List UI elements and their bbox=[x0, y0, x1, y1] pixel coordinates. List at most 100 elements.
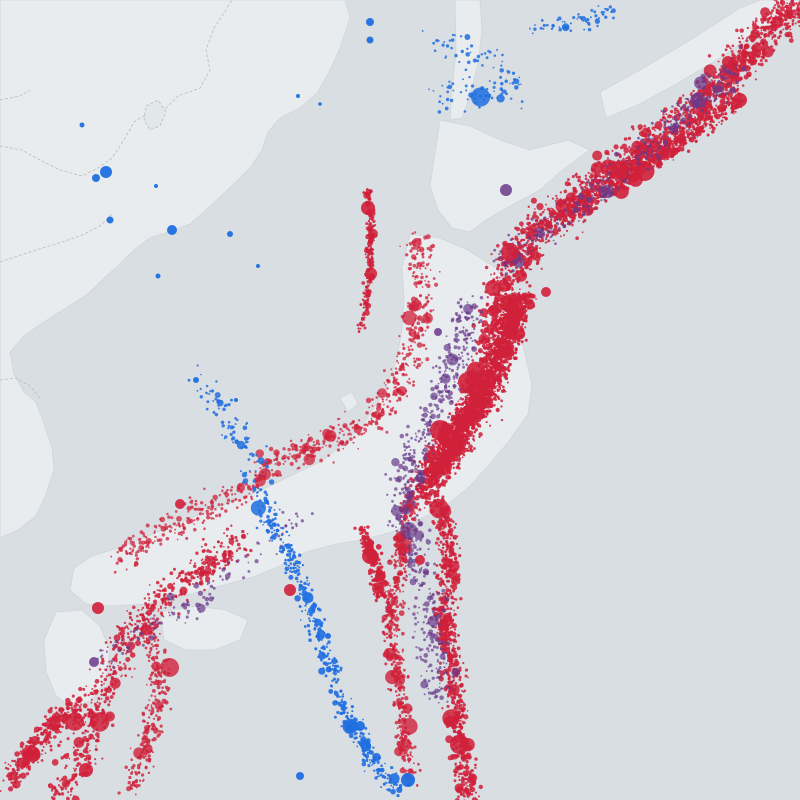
earthquake-point[interactable] bbox=[469, 448, 474, 453]
earthquake-point[interactable] bbox=[486, 312, 489, 315]
earthquake-point[interactable] bbox=[719, 98, 726, 105]
earthquake-point[interactable] bbox=[761, 55, 766, 60]
earthquake-point[interactable] bbox=[434, 541, 439, 545]
earthquake-point[interactable] bbox=[479, 404, 482, 407]
earthquake-point[interactable] bbox=[754, 78, 757, 81]
earthquake-point[interactable] bbox=[497, 382, 500, 385]
earthquake-point[interactable] bbox=[709, 120, 712, 123]
earthquake-point[interactable] bbox=[493, 352, 499, 357]
earthquake-point[interactable] bbox=[698, 129, 703, 133]
earthquake-point[interactable] bbox=[630, 125, 635, 129]
earthquake-point[interactable] bbox=[672, 147, 675, 150]
earthquake-point[interactable] bbox=[688, 136, 695, 143]
earthquake-point[interactable] bbox=[775, 1, 780, 5]
earthquake-point[interactable] bbox=[698, 110, 701, 114]
earthquake-point[interactable] bbox=[455, 745, 458, 748]
earthquake-point[interactable] bbox=[513, 340, 517, 344]
earthquake-point[interactable] bbox=[578, 183, 582, 187]
earthquake-point[interactable] bbox=[490, 362, 494, 366]
earthquake-point[interactable] bbox=[796, 16, 798, 19]
earthquake-point[interactable] bbox=[636, 168, 640, 172]
earthquake-point[interactable] bbox=[704, 124, 707, 126]
earthquake-point[interactable] bbox=[536, 202, 544, 211]
earthquake-point[interactable] bbox=[791, 23, 794, 26]
earthquake-point[interactable] bbox=[496, 244, 500, 248]
earthquake-point[interactable] bbox=[539, 212, 543, 216]
earthquake-point[interactable] bbox=[703, 111, 705, 114]
earthquake-point[interactable] bbox=[497, 334, 500, 338]
earthquake-point[interactable] bbox=[469, 423, 473, 427]
earthquake-point[interactable] bbox=[450, 552, 453, 555]
earthquake-point[interactable] bbox=[631, 156, 634, 159]
earthquake-point[interactable] bbox=[760, 29, 763, 32]
earthquake-point[interactable] bbox=[482, 282, 486, 286]
earthquake-point[interactable] bbox=[509, 308, 514, 313]
earthquake-point[interactable] bbox=[713, 107, 716, 111]
earthquake-point[interactable] bbox=[681, 138, 686, 142]
earthquake-point[interactable] bbox=[675, 143, 678, 147]
earthquake-point[interactable] bbox=[482, 356, 487, 361]
earthquake-point[interactable] bbox=[489, 353, 493, 357]
earthquake-point[interactable] bbox=[542, 253, 545, 257]
earthquake-point[interactable] bbox=[547, 217, 549, 220]
earthquake-point[interactable] bbox=[485, 338, 491, 344]
earthquake-point[interactable] bbox=[782, 28, 785, 31]
earthquake-point[interactable] bbox=[479, 314, 481, 317]
earthquake-point[interactable] bbox=[424, 496, 428, 500]
earthquake-point[interactable] bbox=[519, 325, 523, 329]
earthquake-point[interactable] bbox=[507, 275, 510, 278]
earthquake-point[interactable] bbox=[779, 23, 783, 27]
earthquake-point[interactable] bbox=[448, 678, 451, 681]
earthquake-point[interactable] bbox=[499, 351, 503, 356]
earthquake-point[interactable] bbox=[514, 356, 518, 360]
earthquake-point[interactable] bbox=[420, 495, 425, 500]
earthquake-point[interactable] bbox=[479, 409, 483, 413]
earthquake-point[interactable] bbox=[568, 210, 572, 213]
earthquake-point[interactable] bbox=[547, 221, 553, 226]
earthquake-point[interactable] bbox=[427, 452, 431, 456]
earthquake-point[interactable] bbox=[456, 435, 462, 441]
earthquake-point[interactable] bbox=[489, 404, 493, 409]
earthquake-point[interactable] bbox=[675, 151, 678, 155]
earthquake-point[interactable] bbox=[680, 147, 685, 152]
earthquake-point[interactable] bbox=[515, 226, 521, 232]
earthquake-point[interactable] bbox=[498, 338, 502, 342]
earthquake-point[interactable] bbox=[489, 424, 492, 427]
earthquake-point[interactable] bbox=[464, 433, 469, 437]
earthquake-point[interactable] bbox=[685, 130, 688, 134]
earthquake-point[interactable] bbox=[440, 466, 443, 469]
earthquake-point[interactable] bbox=[439, 455, 444, 459]
earthquake-point[interactable] bbox=[500, 268, 504, 272]
earthquake-point[interactable] bbox=[419, 490, 422, 494]
earthquake-point[interactable] bbox=[473, 404, 477, 408]
earthquake-point[interactable] bbox=[462, 454, 466, 457]
earthquake-point[interactable] bbox=[704, 114, 708, 118]
earthquake-point[interactable] bbox=[521, 246, 524, 249]
earthquake-point[interactable] bbox=[515, 316, 519, 320]
earthquake-point[interactable] bbox=[509, 317, 512, 320]
earthquake-point[interactable] bbox=[535, 218, 539, 222]
earthquake-point[interactable] bbox=[446, 508, 449, 511]
earthquake-point[interactable] bbox=[490, 252, 493, 256]
earthquake-point[interactable] bbox=[440, 570, 444, 574]
earthquake-point[interactable] bbox=[415, 471, 418, 474]
earthquake-point[interactable] bbox=[524, 326, 527, 329]
earthquake-point[interactable] bbox=[470, 415, 473, 418]
earthquake-point[interactable] bbox=[696, 135, 699, 138]
earthquake-point[interactable] bbox=[740, 49, 747, 56]
earthquake-point[interactable] bbox=[533, 208, 536, 210]
earthquake-point[interactable] bbox=[472, 434, 475, 438]
earthquake-point[interactable] bbox=[453, 432, 457, 436]
earthquake-point[interactable] bbox=[547, 239, 551, 243]
earthquake-point[interactable] bbox=[504, 279, 508, 283]
earthquake-point[interactable] bbox=[498, 378, 501, 381]
earthquake-point[interactable] bbox=[510, 321, 513, 324]
earthquake-point[interactable] bbox=[522, 238, 526, 242]
earthquake-point[interactable] bbox=[782, 14, 785, 17]
earthquake-point[interactable] bbox=[508, 293, 511, 296]
earthquake-point[interactable] bbox=[630, 152, 634, 157]
earthquake-point[interactable] bbox=[428, 501, 432, 504]
earthquake-point[interactable] bbox=[498, 355, 502, 360]
earthquake-point[interactable] bbox=[766, 33, 771, 38]
earthquake-point[interactable] bbox=[503, 299, 506, 303]
